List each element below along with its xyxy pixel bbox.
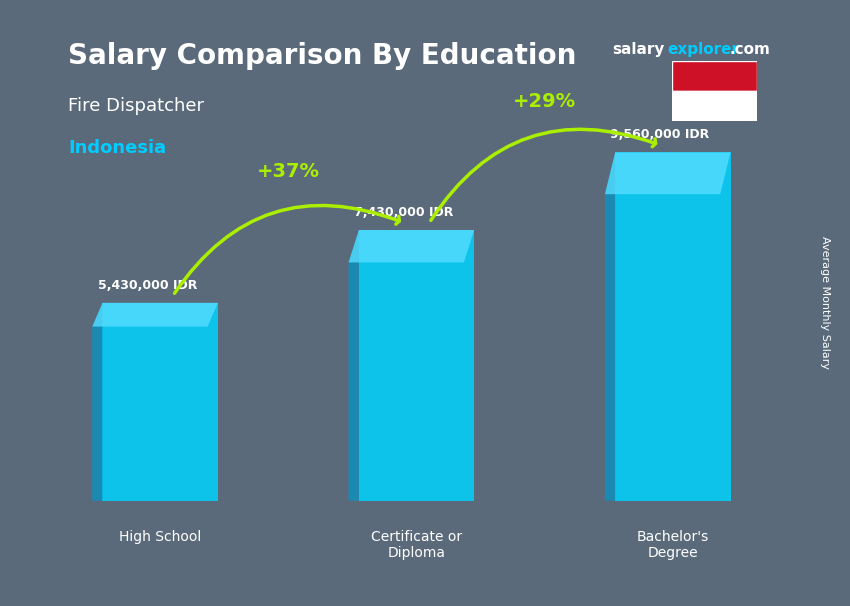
Text: Salary Comparison By Education: Salary Comparison By Education <box>68 42 576 70</box>
Text: .com: .com <box>729 42 770 58</box>
Text: 7,430,000 IDR: 7,430,000 IDR <box>354 206 453 219</box>
Text: Fire Dispatcher: Fire Dispatcher <box>68 97 204 115</box>
Bar <box>103 303 218 501</box>
Polygon shape <box>605 152 615 501</box>
Text: Certificate or
Diploma: Certificate or Diploma <box>371 530 462 560</box>
Text: salary: salary <box>612 42 665 58</box>
Polygon shape <box>348 230 359 501</box>
Text: explorer: explorer <box>667 42 740 58</box>
Text: Average Monthly Salary: Average Monthly Salary <box>819 236 830 370</box>
Polygon shape <box>93 303 103 501</box>
Bar <box>672 91 756 121</box>
Bar <box>359 230 474 501</box>
Text: High School: High School <box>119 530 201 544</box>
Text: +37%: +37% <box>257 162 320 181</box>
Polygon shape <box>605 152 730 194</box>
Text: Bachelor's
Degree: Bachelor's Degree <box>637 530 709 560</box>
Text: Indonesia: Indonesia <box>68 139 166 158</box>
Bar <box>615 152 730 501</box>
Bar <box>672 61 756 91</box>
Text: +29%: +29% <box>513 92 576 111</box>
Text: 9,560,000 IDR: 9,560,000 IDR <box>610 128 710 141</box>
Polygon shape <box>93 303 218 327</box>
Polygon shape <box>348 230 474 262</box>
Text: 5,430,000 IDR: 5,430,000 IDR <box>98 279 197 292</box>
